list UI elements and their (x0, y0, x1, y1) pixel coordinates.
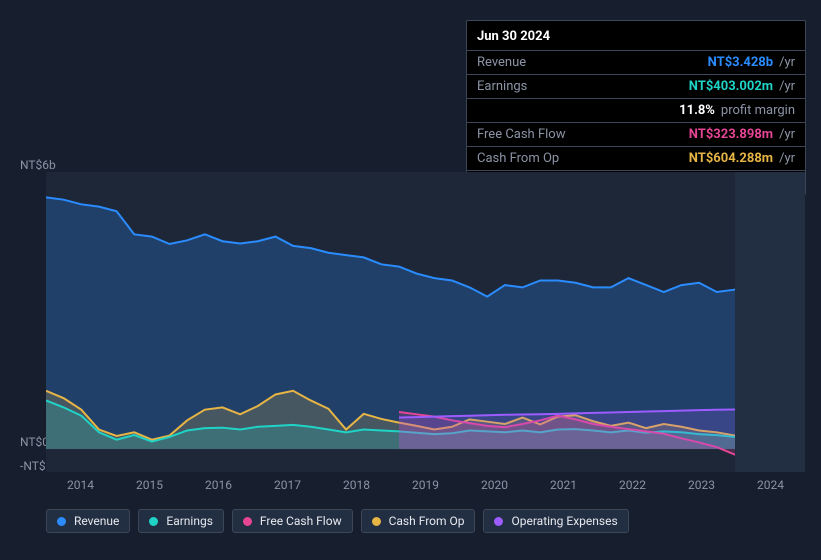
tooltip-value-unit: /yr (779, 55, 795, 70)
x-tick-label: 2020 (460, 478, 529, 492)
y-label-max: NT$6b (20, 158, 56, 172)
legend-dot (372, 517, 381, 526)
legend-label: Free Cash Flow (260, 514, 342, 528)
legend-dot (57, 517, 66, 526)
tooltip-value-number: 11.8% (679, 103, 715, 118)
plot-region[interactable] (46, 172, 805, 472)
x-tick-label: 2015 (115, 478, 184, 492)
y-label-zero: NT$0 (20, 435, 49, 449)
x-tick-label: 2017 (253, 478, 322, 492)
x-tick-label: 2022 (598, 478, 667, 492)
tooltip-row-label: Free Cash Flow (477, 127, 565, 142)
legend-label: Cash From Op (389, 514, 465, 528)
x-tick-label: 2023 (667, 478, 736, 492)
legend-label: Operating Expenses (511, 514, 617, 528)
tooltip-date: Jun 30 2024 (467, 21, 805, 50)
financial-chart-widget: Jun 30 2024 RevenueNT$3.428b/yrEarningsN… (0, 0, 821, 560)
legend-item[interactable]: Revenue (46, 509, 130, 533)
forecast-band (735, 172, 805, 472)
legend-dot (149, 517, 158, 526)
tooltip-row-value: NT$403.002m/yr (689, 79, 795, 94)
tooltip-row: Free Cash Flow NT$323.898m/yr (467, 122, 805, 146)
tooltip-value-number: NT$323.898m (689, 127, 773, 142)
chart-svg (46, 172, 805, 472)
x-tick-label: 2016 (184, 478, 253, 492)
tooltip-row-value: NT$3.428b/yr (708, 55, 795, 70)
legend-label: Revenue (74, 514, 119, 528)
legend-item[interactable]: Cash From Op (361, 509, 476, 533)
tooltip-value-unit: /yr (779, 79, 795, 94)
x-tick-label: 2021 (529, 478, 598, 492)
tooltip-value-unit: profit margin (721, 103, 795, 118)
tooltip-row: Earnings NT$403.002m/yr (467, 74, 805, 98)
x-axis: 2014201520162017201820192020202120222023… (46, 478, 805, 492)
x-tick-label: 2014 (46, 478, 115, 492)
legend-item[interactable]: Free Cash Flow (232, 509, 353, 533)
tooltip-value-number: NT$3.428b (708, 55, 773, 70)
tooltip-row-value: 11.8% profit margin (679, 103, 795, 118)
tooltip-row: 11.8% profit margin (467, 98, 805, 122)
legend-item[interactable]: Operating Expenses (483, 509, 628, 533)
legend: Revenue Earnings Free Cash Flow Cash From O… (46, 509, 629, 533)
legend-dot (494, 517, 503, 526)
x-tick-label: 2018 (322, 478, 391, 492)
tooltip-value-unit: /yr (779, 127, 795, 142)
legend-label: Earnings (166, 514, 213, 528)
tooltip-row: Revenue NT$3.428b/yr (467, 50, 805, 74)
x-tick-label: 2019 (391, 478, 460, 492)
legend-dot (243, 517, 252, 526)
x-tick-label: 2024 (736, 478, 805, 492)
tooltip-row-value: NT$323.898m/yr (689, 127, 795, 142)
tooltip-row-label: Earnings (477, 79, 527, 94)
chart-area: NT$6b NT$0 -NT$500m 20142015201620172018… (16, 158, 805, 528)
legend-item[interactable]: Earnings (138, 509, 224, 533)
tooltip-value-number: NT$403.002m (689, 79, 773, 94)
tooltip-row-label: Revenue (477, 55, 526, 70)
